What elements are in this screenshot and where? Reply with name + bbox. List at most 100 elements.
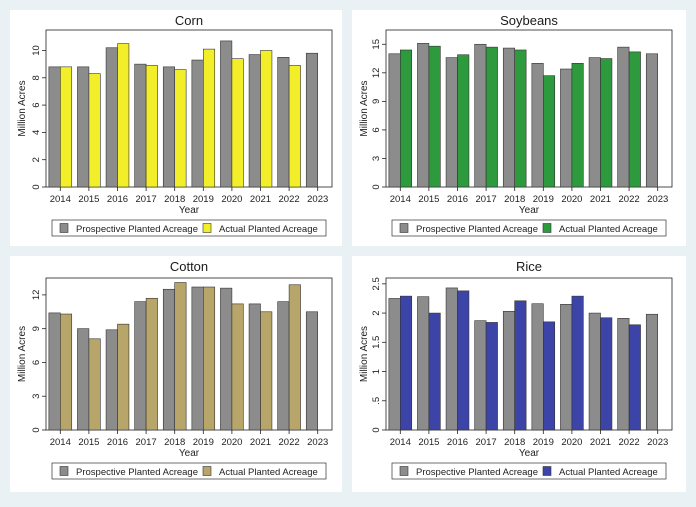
bar-prospective-2015: [417, 296, 430, 431]
bar-prospective-2014: [388, 298, 401, 431]
y-tick-label: 1: [371, 369, 382, 374]
plot-area: [385, 29, 673, 188]
x-tick-label: 2018: [164, 437, 185, 448]
bar-actual-2019: [542, 75, 556, 188]
bar-prospective-2023: [305, 311, 319, 431]
x-axis-label: Year: [179, 448, 200, 459]
x-tick-label: 2014: [390, 194, 411, 205]
x-tick-label: 2016: [447, 437, 468, 448]
chart-panel-corn: Corn 0 2 4 6 8 10 Million Acres 2014 2015 2016 2017…: [10, 10, 342, 246]
x-tick-label: 2020: [221, 437, 242, 448]
x-tick-label: 2018: [504, 194, 525, 205]
bar-prospective-2021: [588, 57, 601, 188]
y-tick-label: 0: [31, 427, 42, 432]
x-tick-label: 2014: [390, 437, 411, 448]
y-tick-label: 2: [31, 157, 42, 162]
legend-swatch: [202, 466, 212, 476]
x-tick-label: 2017: [476, 194, 497, 205]
x-axis-label: Year: [519, 205, 540, 216]
x-tick-label: 2021: [250, 194, 271, 205]
bar-prospective-2016: [105, 329, 118, 431]
y-tick-label: .5: [371, 397, 382, 405]
bar-prospective-2019: [531, 63, 544, 188]
plot-area: [385, 277, 673, 431]
bar-actual-2016: [457, 54, 470, 188]
legend-label: Prospective Planted Acreage: [76, 467, 198, 478]
legend-box: [51, 462, 327, 480]
x-tick-label: 2015: [78, 194, 99, 205]
bar-prospective-2014: [388, 53, 401, 188]
y-tick-label: 2: [371, 310, 382, 315]
bar-actual-2021: [260, 311, 273, 431]
x-tick-label: 2015: [418, 437, 439, 448]
legend-swatch: [399, 466, 409, 476]
x-tick-label: 2019: [533, 194, 554, 205]
bar-actual-2016: [457, 290, 470, 431]
y-tick-label: 6: [31, 360, 42, 365]
x-tick-label: 2019: [193, 437, 214, 448]
bar-prospective-2019: [531, 303, 544, 431]
x-tick-label: 2023: [307, 194, 328, 205]
x-tick-label: 2015: [418, 194, 439, 205]
bar-actual-2014: [59, 313, 73, 431]
bar-prospective-2016: [105, 47, 118, 188]
legend-label: Prospective Planted Acreage: [416, 224, 538, 235]
x-tick-label: 2016: [447, 194, 468, 205]
x-tick-label: 2019: [533, 437, 554, 448]
y-tick-label: 2.5: [371, 277, 382, 290]
bar-actual-2021: [260, 50, 273, 188]
bar-prospective-2015: [77, 328, 90, 431]
bar-prospective-2014: [48, 66, 61, 188]
bar-prospective-2023: [645, 53, 659, 188]
bar-prospective-2015: [77, 66, 90, 188]
bar-actual-2017: [485, 322, 498, 431]
bar-actual-2022: [288, 284, 301, 431]
bar-prospective-2020: [560, 68, 573, 188]
bar-prospective-2021: [588, 312, 601, 431]
legend-label: Actual Planted Acreage: [219, 224, 318, 235]
bar-actual-2020: [231, 303, 244, 431]
chart-panel-cotton: Cotton 0 3 6 9 12 Million Acres 2014 2015 2016 201…: [10, 256, 342, 492]
bar-actual-2015: [88, 73, 101, 188]
chart-title: Corn: [175, 13, 203, 28]
legend: Prospective Planted Acreage Actual Plante…: [391, 219, 667, 237]
bar-actual-2016: [117, 323, 130, 431]
bar-prospective-2018: [162, 288, 175, 431]
legend-label: Actual Planted Acreage: [219, 467, 318, 478]
legend-label: Actual Planted Acreage: [559, 467, 658, 478]
x-tick-label: 2022: [619, 194, 640, 205]
y-tick-label: 6: [371, 127, 382, 132]
y-tick-label: 9: [31, 326, 42, 331]
bar-prospective-2022: [277, 57, 290, 188]
bar-prospective-2021: [248, 54, 261, 188]
bar-prospective-2022: [617, 46, 630, 188]
y-tick-label: 12: [371, 68, 382, 79]
bar-actual-2016: [117, 43, 130, 188]
y-tick-label: 0: [31, 184, 42, 189]
bar-actual-2022: [628, 324, 641, 431]
bar-prospective-2020: [560, 304, 573, 431]
legend-swatch: [202, 223, 212, 233]
bar-prospective-2017: [134, 301, 147, 431]
bar-prospective-2020: [220, 287, 233, 431]
x-tick-label: 2021: [590, 194, 611, 205]
x-tick-label: 2021: [250, 437, 271, 448]
bar-actual-2017: [145, 65, 158, 188]
y-tick-label: 3: [31, 394, 42, 399]
bar-actual-2015: [88, 338, 101, 431]
x-tick-label: 2021: [590, 437, 611, 448]
chart-title: Soybeans: [500, 13, 558, 28]
y-axis-label: Million Acres: [359, 326, 370, 382]
bar-prospective-2022: [617, 318, 630, 431]
y-tick-label: 15: [371, 39, 382, 50]
plot-area: [45, 29, 333, 188]
x-tick-label: 2016: [107, 437, 128, 448]
bar-actual-2014: [399, 295, 413, 431]
bar-prospective-2017: [474, 320, 487, 431]
bar-actual-2022: [628, 51, 641, 188]
bar-prospective-2019: [191, 59, 204, 188]
bar-actual-2014: [59, 66, 73, 188]
legend-swatch: [399, 223, 409, 233]
plot-area: [45, 277, 333, 431]
bar-prospective-2018: [502, 311, 516, 431]
